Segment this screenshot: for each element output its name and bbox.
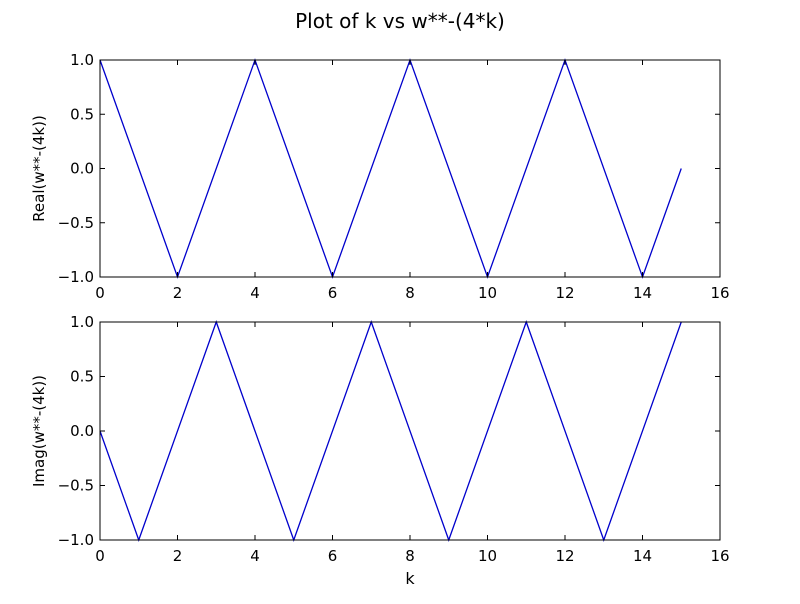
real-y-tick-label: 0.5	[70, 105, 94, 123]
imag-y-tick-label: −1.0	[58, 531, 94, 549]
real-y-tick-label: −1.0	[58, 268, 94, 286]
imag-x-tick-label: 0	[95, 547, 105, 565]
imag-x-tick-label: 12	[555, 547, 574, 565]
real-y-tick-label: 0.0	[70, 160, 94, 178]
real-x-tick-label: 12	[555, 284, 574, 302]
imag-y-axis-label: Imag(w**-(4k))	[30, 375, 48, 487]
real-x-tick-label: 2	[173, 284, 183, 302]
real-x-tick-label: 0	[95, 284, 105, 302]
imag-y-tick-label: −0.5	[58, 477, 94, 495]
real-x-tick-label: 10	[478, 284, 497, 302]
imag-y-tick-label: 1.0	[70, 313, 94, 331]
imag-y-tick-label: 0.5	[70, 368, 94, 386]
real-x-tick-label: 4	[250, 284, 260, 302]
real-y-tick-label: −0.5	[58, 214, 94, 232]
imag-x-axis-label: k	[405, 569, 415, 588]
real-y-tick-label: 1.0	[70, 51, 94, 69]
imag-x-tick-label: 6	[328, 547, 338, 565]
figure-suptitle: Plot of k vs w**-(4*k)	[295, 9, 505, 33]
imag-x-tick-label: 2	[173, 547, 183, 565]
real-x-tick-label: 16	[710, 284, 729, 302]
imag-x-tick-label: 14	[633, 547, 652, 565]
imag-y-tick-label: 0.0	[70, 422, 94, 440]
real-x-tick-label: 14	[633, 284, 652, 302]
real-y-axis-label: Real(w**-(4k))	[30, 115, 48, 222]
real-x-tick-label: 6	[328, 284, 338, 302]
imag-x-tick-label: 10	[478, 547, 497, 565]
imag-x-tick-label: 4	[250, 547, 260, 565]
imag-x-tick-label: 16	[710, 547, 729, 565]
imag-x-tick-label: 8	[405, 547, 415, 565]
real-x-tick-label: 8	[405, 284, 415, 302]
